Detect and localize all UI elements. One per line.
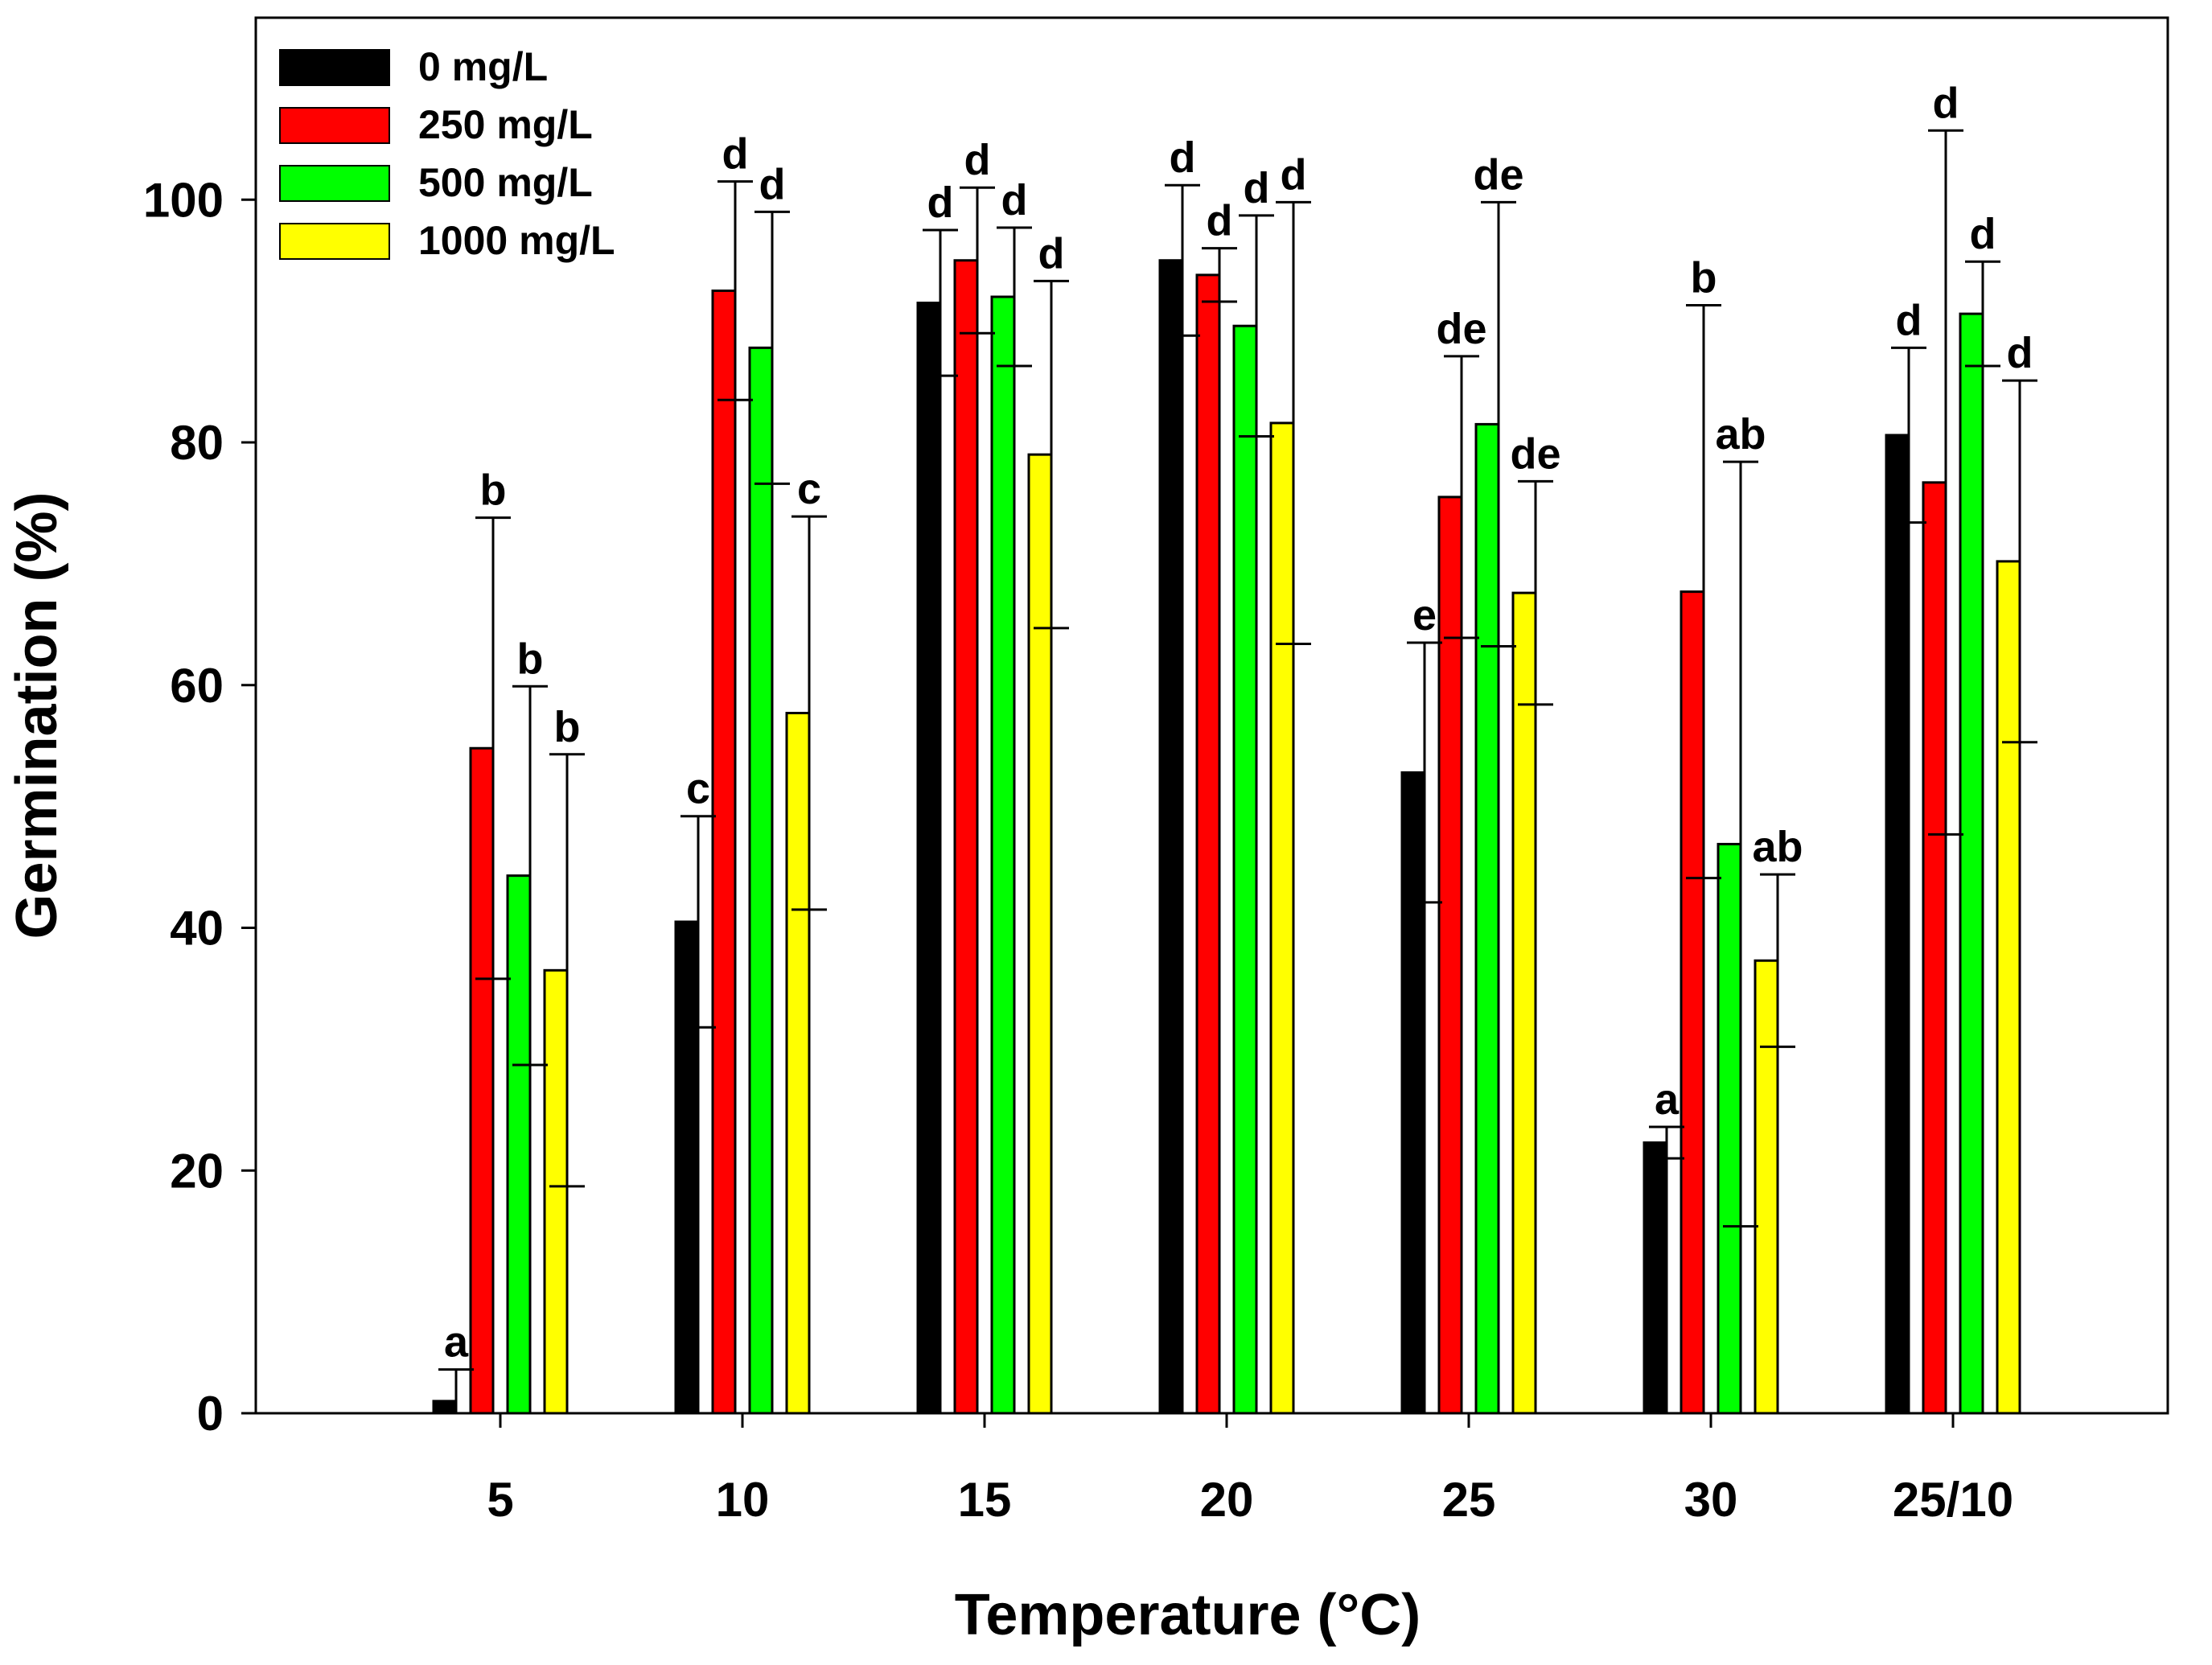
legend-swatch — [279, 49, 390, 86]
error-bars-layer — [438, 129, 2037, 1415]
significance-letter: d — [964, 136, 991, 184]
significance-letter: d — [1281, 150, 1307, 199]
legend-swatch — [279, 165, 390, 202]
x-tick-label: 25 — [1442, 1473, 1496, 1527]
bars-layer — [432, 259, 2021, 1415]
bar — [1643, 1141, 1668, 1415]
bar — [432, 1400, 458, 1415]
significance-letter: c — [686, 765, 710, 813]
bar — [1511, 591, 1537, 1415]
bar — [674, 920, 700, 1415]
y-tick-label: 100 — [143, 173, 224, 227]
x-axis-ticks: 5 10 15 20 25 30 25/10 — [487, 1413, 2013, 1527]
x-tick-label: 30 — [1684, 1473, 1738, 1527]
legend-swatch — [279, 223, 390, 260]
bar — [916, 302, 942, 1415]
y-tick-label: 40 — [170, 902, 224, 956]
significance-letter: de — [1510, 430, 1560, 478]
x-tick-label: 25/10 — [1893, 1473, 2013, 1527]
significance-letter: d — [1244, 164, 1270, 212]
bar — [1027, 453, 1053, 1415]
significance-letter: d — [1970, 210, 1996, 258]
significance-letter: ab — [1715, 410, 1766, 458]
bar — [1717, 842, 1742, 1415]
bar — [711, 289, 737, 1415]
bar — [543, 968, 569, 1415]
bar — [953, 259, 979, 1415]
bar — [785, 711, 811, 1415]
significance-letter: b — [480, 467, 507, 515]
significance-letter: d — [1170, 134, 1196, 182]
y-tick-label: 60 — [170, 659, 224, 713]
bar — [1680, 590, 1705, 1415]
bar — [1158, 259, 1184, 1415]
significance-letter: d — [2007, 329, 2033, 377]
bar — [1232, 324, 1258, 1415]
x-tick-label: 5 — [487, 1473, 513, 1527]
y-tick-label: 0 — [197, 1387, 224, 1441]
y-tick-label: 80 — [170, 416, 224, 470]
bar — [506, 874, 532, 1415]
significance-letter: d — [1207, 197, 1233, 245]
significance-letter: c — [797, 465, 821, 513]
x-tick-label: 10 — [716, 1473, 770, 1527]
bar — [469, 746, 495, 1415]
significance-letter: d — [1933, 79, 1959, 127]
x-tick-label: 15 — [958, 1473, 1012, 1527]
significance-letter: b — [554, 703, 581, 751]
bar — [1269, 421, 1295, 1415]
significance-letter: b — [1691, 254, 1717, 302]
bar — [748, 346, 774, 1415]
significance-letter: b — [517, 635, 544, 683]
significance-letter: de — [1473, 150, 1523, 199]
significance-letter: d — [759, 160, 786, 208]
significance-letter: e — [1412, 591, 1437, 639]
bar — [990, 295, 1016, 1415]
significance-letter: d — [1038, 229, 1065, 278]
y-tick-label: 20 — [170, 1144, 224, 1198]
y-axis-ticks: 0 20 40 60 80 100 — [143, 173, 256, 1441]
significance-letter: a — [1655, 1075, 1680, 1124]
bar — [1959, 312, 1984, 1415]
significance-letter: ab — [1752, 823, 1803, 871]
bar — [1474, 422, 1500, 1415]
legend: 0 mg/L 250 mg/L 500 mg/L 1000 mg/L — [279, 44, 615, 263]
significance-letter: d — [927, 179, 954, 227]
bar — [1754, 959, 1779, 1415]
legend-label: 1000 mg/L — [418, 218, 615, 263]
significance-letter: de — [1436, 305, 1486, 353]
legend-label: 0 mg/L — [418, 44, 548, 89]
significance-letter: d — [1001, 176, 1028, 224]
x-axis-title: Temperature (°C) — [955, 1583, 1421, 1647]
significance-letter: a — [444, 1318, 469, 1367]
bar — [1922, 481, 1947, 1415]
plot-frame — [254, 16, 2169, 1415]
x-tick-label: 20 — [1200, 1473, 1254, 1527]
significance-letter: d — [1896, 296, 1922, 344]
bar — [1885, 434, 1910, 1415]
legend-swatch — [279, 107, 390, 144]
legend-label: 250 mg/L — [418, 102, 593, 147]
legend-label: 500 mg/L — [418, 160, 593, 205]
y-axis-title: Germination (%) — [5, 491, 69, 939]
bar — [1400, 771, 1426, 1415]
bar — [1437, 495, 1463, 1415]
bar — [1996, 560, 2021, 1415]
significance-letter: d — [722, 130, 749, 179]
bar — [1195, 273, 1221, 1415]
